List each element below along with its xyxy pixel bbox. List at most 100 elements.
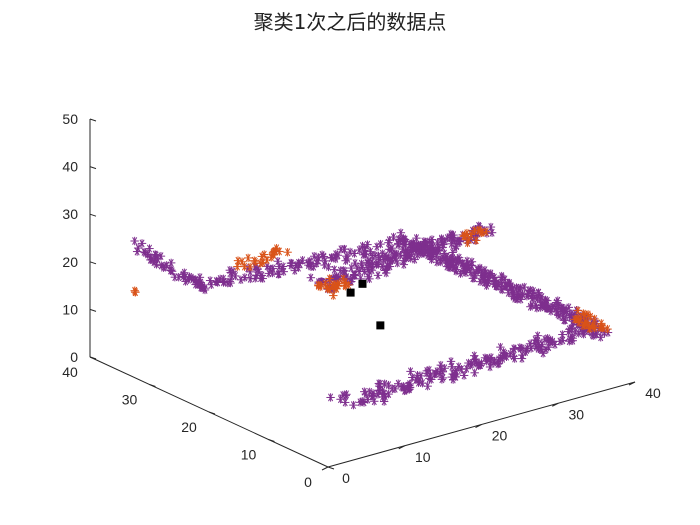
data-point	[324, 262, 333, 272]
data-point	[466, 230, 476, 239]
data-point	[439, 254, 449, 263]
data-point	[533, 294, 542, 303]
data-point	[509, 352, 518, 361]
data-point	[472, 265, 482, 274]
data-point	[462, 364, 471, 373]
cluster-center	[346, 288, 355, 297]
y-tick-label: 10	[241, 447, 257, 463]
data-point	[552, 298, 561, 307]
data-point	[470, 269, 480, 278]
data-point	[170, 272, 180, 282]
data-point	[530, 335, 540, 345]
data-point	[357, 259, 366, 268]
data-point	[223, 278, 232, 288]
data-point	[245, 262, 255, 272]
data-point	[389, 250, 398, 259]
data-point	[546, 335, 555, 345]
y-tick-label: 0	[304, 474, 312, 490]
data-point	[384, 245, 394, 254]
x-tick-label: 40	[645, 385, 661, 401]
data-point	[384, 389, 393, 399]
data-point	[355, 245, 364, 255]
data-point	[298, 256, 307, 265]
data-point	[375, 380, 384, 389]
data-point	[376, 239, 385, 249]
data-point	[474, 226, 484, 236]
data-point	[498, 350, 508, 360]
z-tick	[89, 356, 97, 360]
data-point	[331, 249, 340, 259]
data-point	[403, 381, 413, 390]
data-point	[326, 393, 335, 402]
data-point	[321, 279, 330, 288]
data-point	[290, 266, 299, 275]
data-point	[323, 284, 332, 293]
data-point	[526, 285, 535, 295]
data-point	[399, 260, 409, 269]
data-point	[350, 270, 359, 279]
data-point	[432, 251, 441, 261]
z-tick	[89, 261, 97, 265]
x-tick-label: 10	[415, 449, 431, 465]
data-point	[467, 257, 477, 266]
data-point	[442, 252, 452, 262]
data-point	[486, 222, 496, 232]
y-tick-label: 40	[62, 364, 78, 380]
data-point	[150, 250, 160, 259]
data-point	[167, 267, 177, 276]
x-tick	[628, 381, 636, 386]
data-point	[350, 249, 359, 258]
data-point	[460, 266, 470, 275]
z-tick-label: 10	[62, 301, 78, 317]
data-point	[489, 273, 499, 283]
data-point	[497, 271, 506, 281]
data-point	[358, 250, 368, 260]
data-point	[378, 386, 387, 396]
data-point	[283, 248, 292, 257]
data-point	[306, 273, 316, 282]
z-tick-label: 50	[62, 111, 78, 127]
data-point	[212, 277, 222, 286]
z-tick	[89, 166, 97, 170]
data-point	[520, 282, 529, 292]
data-point	[516, 290, 525, 300]
data-point	[582, 318, 591, 327]
data-point	[470, 351, 479, 360]
data-point	[240, 273, 250, 282]
data-point	[401, 247, 410, 257]
data-point	[475, 263, 485, 273]
data-point	[413, 371, 422, 380]
data-point	[373, 271, 383, 280]
data-point	[562, 307, 571, 316]
data-point	[343, 254, 352, 264]
data-point	[555, 337, 565, 346]
data-point	[388, 384, 397, 394]
data-point	[576, 314, 585, 323]
data-point	[383, 262, 393, 272]
data-point	[396, 228, 406, 237]
data-point	[537, 300, 547, 310]
y-tick-label: 20	[181, 419, 197, 435]
x-tick-label: 20	[492, 428, 508, 444]
data-point	[447, 362, 457, 371]
data-point	[504, 288, 513, 298]
data-point	[568, 333, 577, 343]
data-point	[482, 281, 491, 290]
data-point	[483, 354, 492, 363]
data-point	[385, 236, 394, 245]
data-point	[425, 237, 434, 246]
z-tick-label: 20	[62, 254, 78, 270]
data-point	[233, 256, 243, 265]
data-point	[590, 314, 599, 324]
x-tick	[321, 466, 329, 471]
data-point	[315, 280, 325, 290]
z-tick-label: 40	[62, 159, 78, 175]
cluster-center	[376, 321, 385, 330]
data-point	[305, 256, 314, 266]
x-tick	[398, 445, 405, 450]
data-point	[425, 374, 434, 383]
data-point	[257, 252, 267, 261]
data-point	[554, 311, 564, 320]
data-point	[372, 258, 382, 268]
